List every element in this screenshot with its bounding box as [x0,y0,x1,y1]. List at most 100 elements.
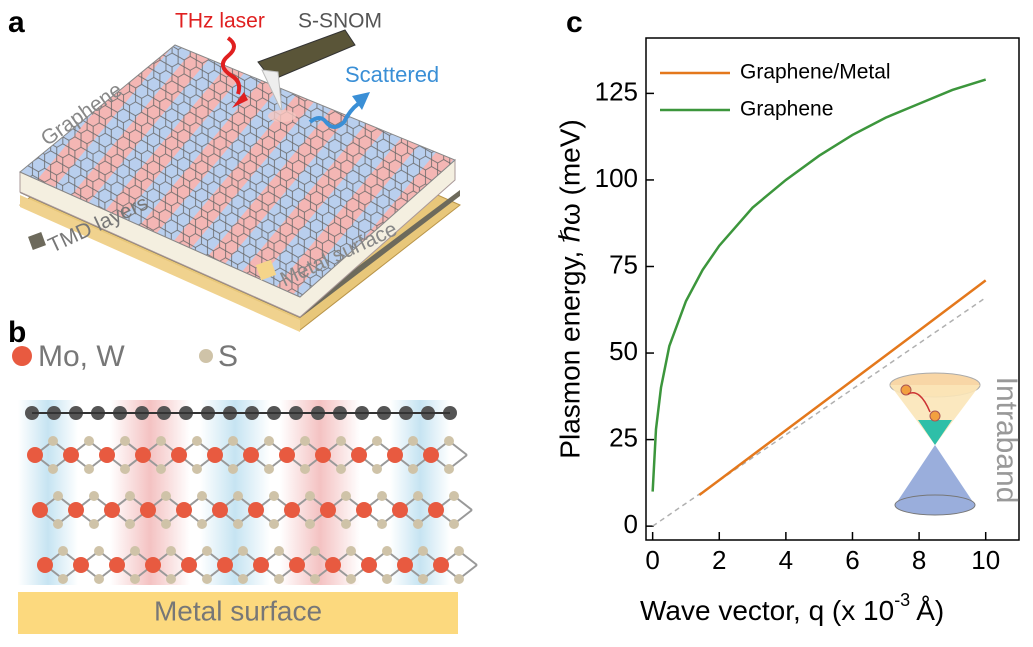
s-atom [89,491,99,501]
s-atom [84,464,94,474]
y-tick-label: 125 [595,76,638,106]
s-atom [197,519,207,529]
metal-atom [320,502,336,518]
x-tick-label: 4 [779,545,793,575]
s-atom [156,436,166,446]
metal-atom [32,502,48,518]
s-atom [238,574,248,584]
s-atom [197,491,207,501]
metal-atom [140,502,156,518]
s-atom [377,491,387,501]
y-tick-label: 100 [595,163,638,193]
metal-atom [37,557,53,573]
y-tick-label: 0 [624,509,638,539]
series-line [698,279,987,496]
s-atom [161,519,171,529]
metal-atom [433,557,449,573]
s-atom [274,546,284,556]
s-atom [310,574,320,584]
y-tick-label: 75 [609,249,638,279]
x-tick-label: 8 [912,545,926,575]
panel-a-illustration [19,29,461,332]
s-atom [130,546,140,556]
metal-atom [145,557,161,573]
metal-atom [392,502,408,518]
s-atom [310,546,320,556]
s-atom [53,491,63,501]
s-atom [233,519,243,529]
s-atom [408,464,418,474]
metal-atom [361,557,377,573]
s-atom [89,519,99,529]
metal-atom [351,447,367,463]
panel-label: b [8,316,26,349]
x-tick-label: 0 [645,545,659,575]
metal-atom [279,447,295,463]
s-atom [192,464,202,474]
s-atom [58,546,68,556]
s-atom [264,464,274,474]
legend-label: Graphene/Metal [740,61,891,84]
s-atom [444,436,454,446]
metal-atom [356,502,372,518]
s-atom [238,546,248,556]
s-atom [94,574,104,584]
s-atom [274,574,284,584]
s-atom [125,519,135,529]
metal-atom [253,557,269,573]
s-atom [305,519,315,529]
s-atom [346,546,356,556]
s-atom [228,436,238,446]
s-atom [454,574,464,584]
metal-atom [104,502,120,518]
substrate-label: Metal surface [154,595,322,626]
label: Scattered [345,62,439,87]
s-atom [58,574,68,584]
metal-atom [289,557,305,573]
metal-atom [135,447,151,463]
metal-atom [181,557,197,573]
label: THz laser [175,10,265,33]
s-atom [372,436,382,446]
s-atom [269,519,279,529]
s-atom [418,574,428,584]
s-atom [130,574,140,584]
legend-text: S [218,340,238,373]
metal-atom [73,557,89,573]
s-atom [449,491,459,501]
s-atom [94,546,104,556]
s-atom [228,464,238,474]
s-atom [408,436,418,446]
s-atom [202,546,212,556]
s-atom [202,574,212,584]
metal-atom [423,447,439,463]
s-atom [382,546,392,556]
s-atom [48,464,58,474]
s-atom [305,491,315,501]
metal-atom [217,557,233,573]
legend-label: Graphene [740,98,833,121]
y-tick-label: 50 [609,336,638,366]
s-atom [454,546,464,556]
s-atom [120,464,130,474]
y-tick-label: 25 [609,422,638,452]
metal-atom [428,502,444,518]
metal-atom [315,447,331,463]
metal-atom [243,447,259,463]
metal-atom [109,557,125,573]
s-atom [372,464,382,474]
s-atom [300,464,310,474]
metal-atom [99,447,115,463]
s-atom [449,519,459,529]
s-atom [192,436,202,446]
panel-label: a [8,6,25,39]
metal-atom [176,502,192,518]
panel-b-illustration [12,346,478,634]
s-atom [84,436,94,446]
s-atom [382,574,392,584]
plot-frame [645,37,1020,541]
s-atom [346,574,356,584]
dirac-cone-icon [889,372,981,516]
s-atom [269,491,279,501]
